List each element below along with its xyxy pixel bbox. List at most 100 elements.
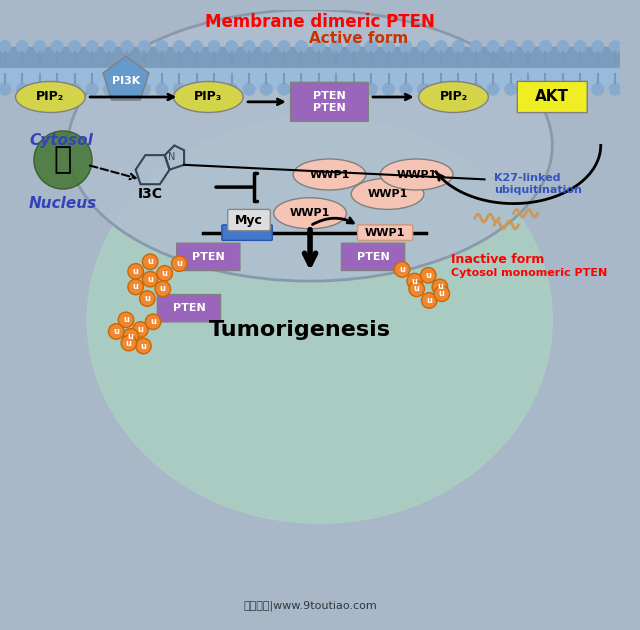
Circle shape bbox=[86, 41, 98, 52]
Circle shape bbox=[540, 41, 551, 52]
Text: u: u bbox=[150, 318, 156, 326]
Text: u: u bbox=[123, 316, 129, 324]
Circle shape bbox=[86, 83, 98, 95]
FancyBboxPatch shape bbox=[177, 243, 240, 270]
Circle shape bbox=[470, 83, 481, 95]
Text: u: u bbox=[426, 296, 432, 305]
Text: PI3K: PI3K bbox=[112, 76, 140, 86]
Circle shape bbox=[417, 83, 429, 95]
Circle shape bbox=[383, 41, 394, 52]
Text: PIP₂: PIP₂ bbox=[36, 91, 65, 103]
Text: PTEN: PTEN bbox=[356, 252, 389, 262]
Circle shape bbox=[383, 83, 394, 95]
Ellipse shape bbox=[87, 117, 552, 524]
Circle shape bbox=[417, 41, 429, 52]
Bar bbox=[0, 68, 620, 89]
Ellipse shape bbox=[419, 81, 488, 113]
Text: u: u bbox=[412, 277, 418, 285]
Circle shape bbox=[260, 41, 272, 52]
Circle shape bbox=[296, 41, 307, 52]
Text: u: u bbox=[126, 338, 132, 348]
Circle shape bbox=[145, 314, 161, 329]
Circle shape bbox=[348, 41, 360, 52]
Circle shape bbox=[435, 41, 447, 52]
Circle shape bbox=[226, 83, 237, 95]
Ellipse shape bbox=[351, 178, 424, 209]
Text: PIP₃: PIP₃ bbox=[194, 91, 223, 103]
Circle shape bbox=[400, 83, 412, 95]
Circle shape bbox=[104, 41, 115, 52]
Text: PIP₂: PIP₂ bbox=[440, 91, 467, 103]
Text: Cytosol: Cytosol bbox=[29, 133, 93, 148]
Circle shape bbox=[365, 41, 377, 52]
Circle shape bbox=[609, 41, 621, 52]
Circle shape bbox=[155, 281, 170, 297]
Circle shape bbox=[34, 131, 92, 189]
Circle shape bbox=[592, 83, 604, 95]
Circle shape bbox=[330, 83, 342, 95]
Circle shape bbox=[118, 312, 134, 328]
Circle shape bbox=[121, 335, 136, 351]
Circle shape bbox=[575, 83, 586, 95]
Text: WWP1: WWP1 bbox=[309, 169, 349, 180]
Circle shape bbox=[422, 293, 437, 308]
Circle shape bbox=[434, 286, 449, 301]
FancyBboxPatch shape bbox=[222, 225, 272, 241]
Text: u: u bbox=[128, 332, 134, 341]
Circle shape bbox=[575, 41, 586, 52]
Ellipse shape bbox=[68, 10, 552, 281]
Circle shape bbox=[243, 83, 255, 95]
Circle shape bbox=[140, 291, 155, 306]
Text: u: u bbox=[162, 269, 168, 278]
Circle shape bbox=[505, 83, 516, 95]
Circle shape bbox=[609, 83, 621, 95]
Text: Inactive form: Inactive form bbox=[451, 253, 544, 266]
Circle shape bbox=[0, 41, 11, 52]
Circle shape bbox=[191, 83, 202, 95]
Circle shape bbox=[109, 324, 124, 339]
Ellipse shape bbox=[173, 81, 243, 113]
Circle shape bbox=[452, 83, 464, 95]
Text: u: u bbox=[113, 327, 119, 336]
Circle shape bbox=[557, 83, 569, 95]
Text: Myc: Myc bbox=[235, 214, 263, 227]
Text: u: u bbox=[144, 294, 150, 303]
FancyBboxPatch shape bbox=[157, 295, 221, 322]
Circle shape bbox=[191, 41, 202, 52]
Circle shape bbox=[365, 83, 377, 95]
Text: Membrane dimeric PTEN: Membrane dimeric PTEN bbox=[205, 13, 435, 32]
Circle shape bbox=[173, 41, 185, 52]
Text: u: u bbox=[439, 289, 445, 298]
FancyBboxPatch shape bbox=[342, 243, 404, 270]
Circle shape bbox=[172, 256, 187, 272]
Circle shape bbox=[522, 41, 534, 52]
Circle shape bbox=[432, 279, 447, 295]
Text: u: u bbox=[132, 267, 139, 276]
Circle shape bbox=[407, 273, 422, 289]
Text: 🥦: 🥦 bbox=[54, 146, 72, 175]
Text: WWP1: WWP1 bbox=[290, 209, 330, 218]
Circle shape bbox=[208, 83, 220, 95]
Circle shape bbox=[121, 41, 132, 52]
Text: Tumorigenesis: Tumorigenesis bbox=[209, 319, 392, 340]
Text: WWP1: WWP1 bbox=[367, 189, 408, 199]
Circle shape bbox=[51, 41, 63, 52]
Text: N: N bbox=[168, 152, 175, 162]
Circle shape bbox=[208, 41, 220, 52]
Circle shape bbox=[487, 83, 499, 95]
Text: u: u bbox=[138, 325, 143, 334]
Text: WWP1: WWP1 bbox=[364, 227, 405, 238]
Bar bbox=[0, 47, 620, 68]
Circle shape bbox=[540, 83, 551, 95]
Text: u: u bbox=[399, 265, 405, 274]
Circle shape bbox=[330, 41, 342, 52]
Circle shape bbox=[123, 329, 138, 344]
Text: AKT: AKT bbox=[535, 89, 569, 105]
Circle shape bbox=[68, 83, 81, 95]
Circle shape bbox=[156, 41, 168, 52]
Circle shape bbox=[348, 83, 360, 95]
Circle shape bbox=[68, 41, 81, 52]
Circle shape bbox=[34, 83, 45, 95]
Circle shape bbox=[157, 266, 172, 281]
Circle shape bbox=[121, 83, 132, 95]
